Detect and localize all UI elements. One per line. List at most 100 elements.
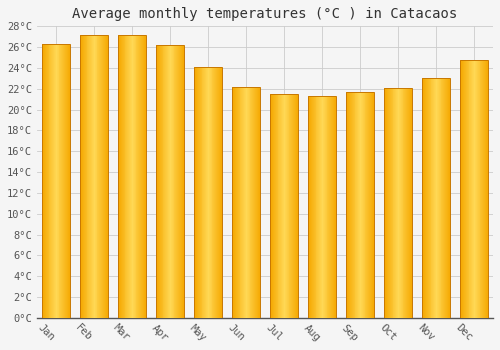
Bar xyxy=(389,88,390,318)
Bar xyxy=(197,67,198,318)
Bar xyxy=(466,60,467,318)
Bar xyxy=(308,96,310,318)
Bar xyxy=(216,67,217,318)
Bar xyxy=(478,60,480,318)
Bar xyxy=(285,94,286,318)
Bar xyxy=(283,94,284,318)
Bar xyxy=(130,35,131,318)
Bar xyxy=(465,60,466,318)
Bar xyxy=(254,87,255,318)
Bar xyxy=(333,96,334,318)
Bar xyxy=(390,88,391,318)
Bar xyxy=(330,96,331,318)
Bar xyxy=(86,35,88,318)
Bar xyxy=(410,88,411,318)
Bar xyxy=(220,67,222,318)
Bar xyxy=(64,44,65,318)
Bar xyxy=(144,35,146,318)
Bar xyxy=(272,94,273,318)
Bar xyxy=(232,87,233,318)
Bar xyxy=(445,78,446,318)
Bar xyxy=(215,67,216,318)
Bar xyxy=(159,45,160,318)
Bar xyxy=(258,87,260,318)
Bar xyxy=(206,67,207,318)
Bar xyxy=(60,44,62,318)
Bar xyxy=(425,78,426,318)
Bar xyxy=(212,67,214,318)
Bar xyxy=(43,44,44,318)
Bar xyxy=(106,35,108,318)
Bar xyxy=(295,94,296,318)
Bar xyxy=(105,35,106,318)
Bar xyxy=(138,35,139,318)
Bar xyxy=(132,35,133,318)
Bar xyxy=(270,94,297,318)
Bar xyxy=(274,94,275,318)
Bar xyxy=(334,96,336,318)
Bar xyxy=(312,96,313,318)
Bar xyxy=(470,60,472,318)
Bar xyxy=(162,45,164,318)
Bar xyxy=(245,87,246,318)
Bar xyxy=(294,94,295,318)
Bar xyxy=(404,88,406,318)
Bar xyxy=(142,35,143,318)
Bar xyxy=(240,87,242,318)
Bar xyxy=(81,35,82,318)
Bar xyxy=(372,92,373,318)
Bar xyxy=(63,44,64,318)
Bar xyxy=(407,88,408,318)
Bar xyxy=(444,78,445,318)
Bar xyxy=(388,88,389,318)
Bar xyxy=(326,96,328,318)
Bar xyxy=(44,44,45,318)
Bar xyxy=(199,67,200,318)
Bar xyxy=(362,92,363,318)
Bar xyxy=(179,45,180,318)
Bar xyxy=(428,78,430,318)
Bar xyxy=(308,96,336,318)
Bar xyxy=(45,44,46,318)
Bar xyxy=(288,94,290,318)
Bar xyxy=(323,96,324,318)
Bar xyxy=(352,92,353,318)
Bar xyxy=(397,88,398,318)
Bar xyxy=(354,92,356,318)
Bar xyxy=(446,78,447,318)
Bar xyxy=(346,92,348,318)
Bar xyxy=(161,45,162,318)
Bar xyxy=(411,88,412,318)
Bar xyxy=(233,87,234,318)
Bar xyxy=(218,67,219,318)
Bar xyxy=(92,35,93,318)
Bar xyxy=(361,92,362,318)
Bar xyxy=(157,45,158,318)
Bar xyxy=(169,45,170,318)
Bar xyxy=(438,78,439,318)
Bar xyxy=(257,87,258,318)
Bar xyxy=(242,87,244,318)
Bar xyxy=(176,45,178,318)
Bar xyxy=(321,96,322,318)
Bar xyxy=(143,35,144,318)
Bar xyxy=(482,60,483,318)
Bar xyxy=(359,92,360,318)
Bar xyxy=(349,92,350,318)
Bar xyxy=(480,60,482,318)
Bar xyxy=(328,96,330,318)
Bar xyxy=(202,67,203,318)
Bar xyxy=(462,60,463,318)
Bar xyxy=(428,78,429,318)
Bar xyxy=(316,96,318,318)
Bar xyxy=(292,94,293,318)
Bar xyxy=(439,78,440,318)
Bar xyxy=(171,45,172,318)
Bar xyxy=(195,67,196,318)
Bar xyxy=(322,96,323,318)
Bar xyxy=(396,88,397,318)
Bar xyxy=(351,92,352,318)
Title: Average monthly temperatures (°C ) in Catacaos: Average monthly temperatures (°C ) in Ca… xyxy=(72,7,458,21)
Bar xyxy=(347,92,348,318)
Bar xyxy=(370,92,371,318)
